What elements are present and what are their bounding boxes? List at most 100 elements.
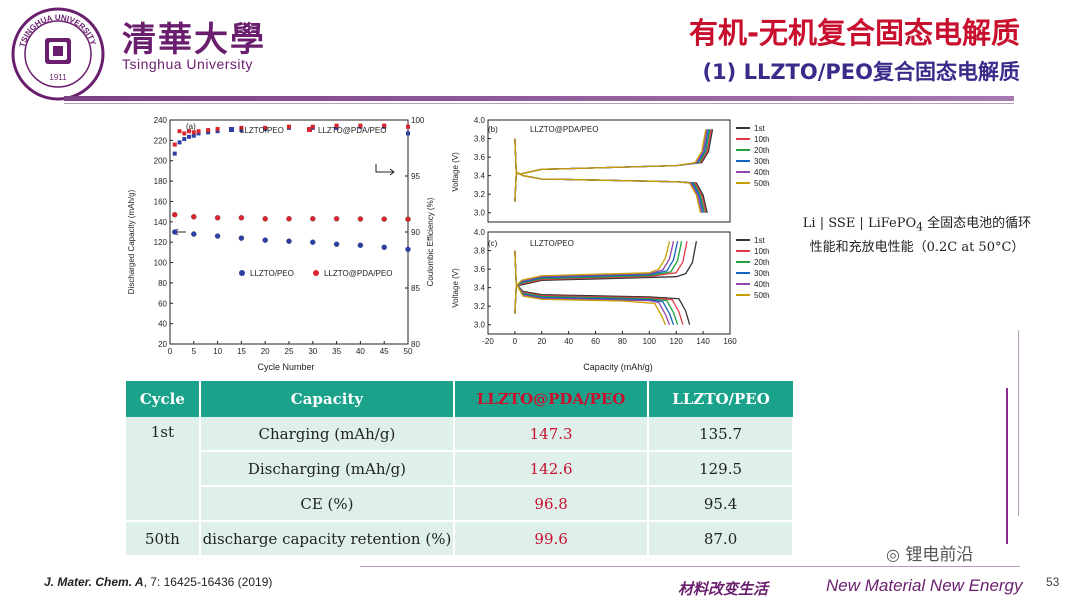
- a-data-point: [206, 128, 211, 133]
- a-data-point: [334, 125, 339, 130]
- a-y2tick-label: 95: [411, 172, 420, 181]
- panel-c-title: LLZTO/PEO: [530, 239, 574, 248]
- a-data-point: [196, 129, 201, 134]
- a-plot-frame: [169, 119, 409, 345]
- header-divider: [64, 96, 1014, 101]
- slide-title: 有机-无机复合固态电解质: [688, 16, 1020, 50]
- vc-xtick-label: -20: [482, 337, 494, 346]
- vc-discharge-curve: [514, 138, 702, 213]
- a-data-point: [177, 129, 182, 134]
- a-ytick-label: 220: [154, 136, 168, 145]
- cell-capacity: Charging (mAh/g): [199, 417, 456, 452]
- footer-slogan-cn: 材料改变生活: [678, 580, 769, 598]
- vc-xtick-label: 120: [670, 337, 684, 346]
- citation-journal: J. Mater. Chem. A: [44, 575, 144, 589]
- footer-slogan-en: New Material New Energy: [826, 576, 1023, 595]
- a-data-point: [381, 216, 387, 222]
- header-ref: LLZTO/PEO: [648, 381, 793, 417]
- a-data-point: [238, 235, 245, 241]
- vc-ytick-label: 3.0: [474, 209, 486, 218]
- a-xtick-label: 45: [380, 347, 389, 356]
- page-number: 53: [1046, 575, 1060, 589]
- a-data-point: [334, 123, 339, 128]
- a-data-point: [172, 142, 177, 147]
- a-legend-top-pda-marker: [307, 127, 312, 132]
- a-ytick-label: 180: [154, 177, 168, 186]
- vc-legend-label: 30th: [754, 269, 770, 278]
- c-xlabel: Capacity (mAh/g): [583, 362, 653, 372]
- vc-ytick-label: 3.6: [474, 153, 486, 162]
- a-data-point: [214, 233, 221, 239]
- a-legend-top-ref-marker: [229, 127, 234, 132]
- a-xtick-label: 0: [168, 347, 173, 356]
- university-name-cn: 清華大學: [122, 20, 266, 60]
- table-row: 1st Charging (mAh/g) 147.3 135.7: [126, 417, 794, 522]
- wechat-account: 锂电前沿: [905, 545, 974, 565]
- a-data-point: [187, 134, 192, 139]
- vc-xtick-label: 140: [696, 337, 710, 346]
- cell-pda: 142.6: [454, 451, 650, 487]
- a-data-point: [172, 229, 178, 235]
- a-legend-bottom-ref: LLZTO/PEO: [250, 269, 294, 278]
- cell-capacity: Discharging (mAh/g): [199, 451, 456, 487]
- cell-cycle: 1st: [126, 417, 201, 522]
- a-ylabel: Discharged Capacity (mAh/g): [127, 189, 136, 294]
- vc-legend-label: 20th: [754, 146, 770, 155]
- citation-details: , 7: 16425-16436 (2019): [143, 575, 273, 589]
- vc-xtick-label: 20: [537, 337, 546, 346]
- vc-charge-curve: [514, 241, 698, 314]
- a-y2tick-label: 85: [411, 284, 420, 293]
- cell-ref: 87.0: [648, 521, 794, 557]
- footer-divider: [360, 566, 1020, 567]
- a-data-point: [196, 131, 201, 136]
- a-xtick-label: 15: [237, 347, 246, 356]
- a-data-point: [310, 124, 315, 129]
- a-legend-top-ref: LLZTO/PEO: [240, 126, 284, 135]
- cell-capacity: discharge capacity retention (%): [199, 521, 456, 557]
- panel-b-label: (b): [488, 125, 498, 134]
- vc-ytick-label: 3.0: [474, 321, 486, 330]
- vc-legend-label: 20th: [754, 258, 770, 267]
- vc-discharge-curve: [514, 250, 667, 325]
- vc-legend-label: 10th: [754, 135, 770, 144]
- slide-subtitle: (1) LLZTO/PEO复合固态电解质: [702, 60, 1020, 84]
- a-data-point: [333, 241, 340, 247]
- cell-cycle: 50th: [126, 521, 201, 557]
- a-data-point: [357, 216, 364, 222]
- a-data-point: [262, 216, 268, 222]
- a-ytick-label: 120: [154, 238, 168, 247]
- cell-capacity: CE (%): [199, 486, 456, 522]
- vc-legend-label: 10th: [754, 247, 770, 256]
- a-ytick-label: 140: [154, 218, 168, 227]
- cell-ref: 95.4: [648, 486, 794, 522]
- vc-xtick-label: 40: [564, 337, 573, 346]
- a-legend-top-pda: LLZTO@PDA/PEO: [318, 126, 386, 135]
- a-data-point: [357, 242, 364, 248]
- cell-pda: 147.3: [454, 417, 650, 452]
- a-y2label: Coulombic Efficiency (%): [426, 197, 435, 286]
- vc-ytick-label: 3.4: [474, 172, 486, 181]
- university-name-en: Tsinghua University: [122, 56, 253, 72]
- a-arrow-right: [375, 164, 394, 173]
- seal-year: 1911: [49, 73, 67, 82]
- caption-subscript: 4: [916, 220, 924, 234]
- a-legend-bottom-pda: LLZTO@PDA/PEO: [324, 269, 392, 278]
- a-ytick-label: 80: [158, 279, 167, 288]
- a-data-point: [238, 214, 245, 221]
- a-data-point: [214, 214, 221, 221]
- panel-c-label: (c): [488, 239, 498, 248]
- vc-discharge-curve: [514, 138, 706, 213]
- a-ytick-label: 240: [154, 116, 168, 125]
- citation: J. Mater. Chem. A, 7: 16425-16436 (2019): [44, 575, 272, 589]
- vc-legend-label: 50th: [754, 291, 770, 300]
- a-data-point: [191, 133, 196, 138]
- a-xtick-label: 35: [332, 347, 341, 356]
- a-data-point: [286, 216, 292, 222]
- university-seal-logo: TSINGHUA UNIVERSITY 1911: [11, 7, 105, 101]
- a-data-point: [310, 239, 316, 245]
- a-data-point: [333, 216, 340, 222]
- a-data-point: [406, 131, 410, 136]
- table-header-row: Cycle Capacity LLZTO@PDA/PEO LLZTO/PEO: [126, 381, 793, 417]
- caption-line2: 性能和充放电性能（0.2C at 50°C）: [809, 239, 1025, 255]
- table-row: 50th discharge capacity retention (%) 99…: [126, 521, 794, 557]
